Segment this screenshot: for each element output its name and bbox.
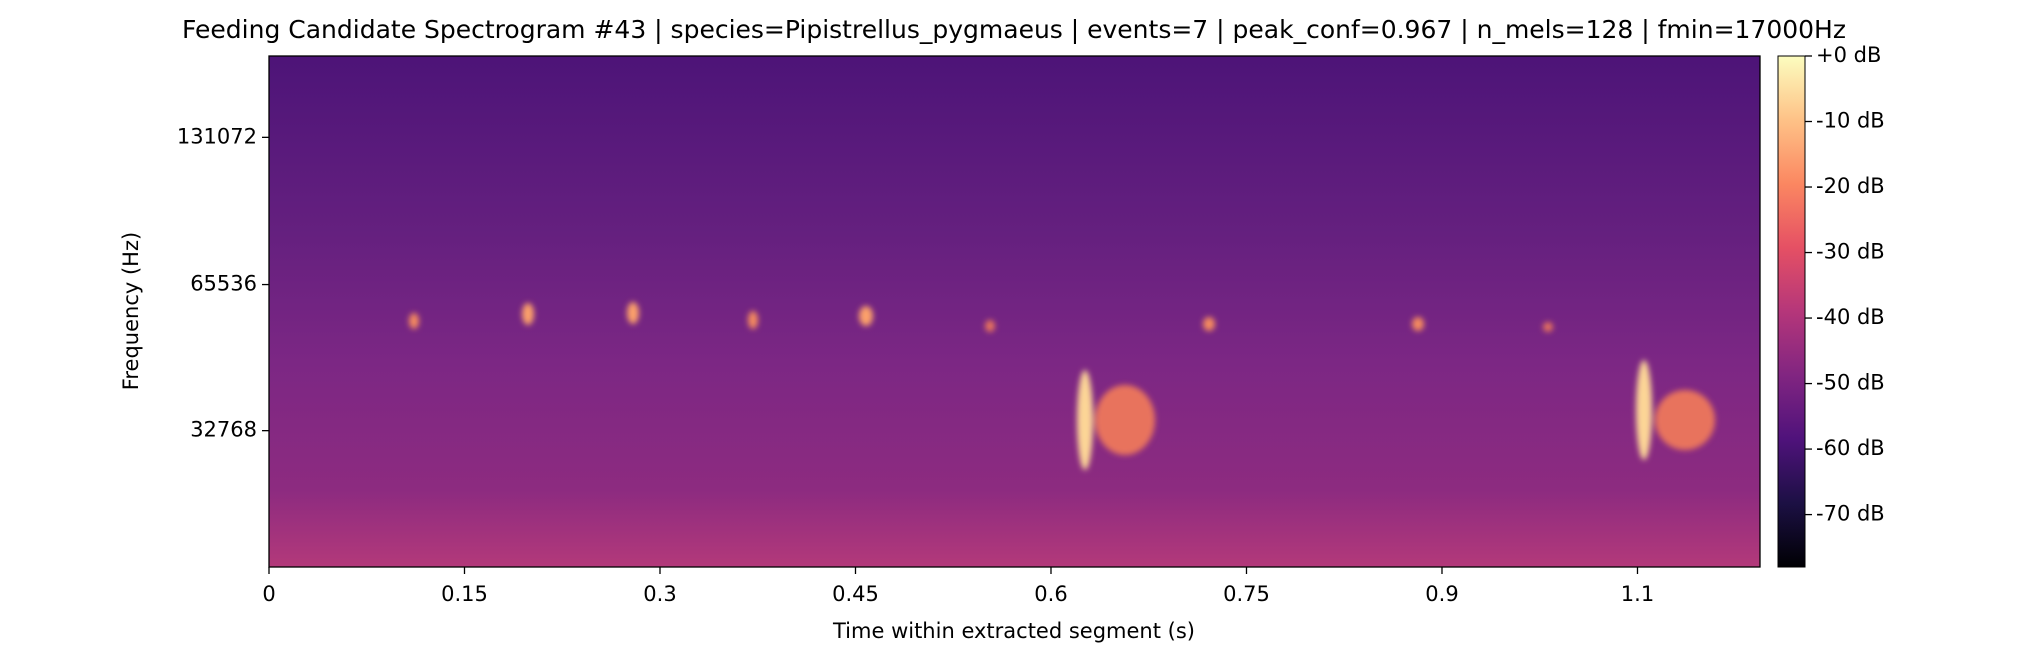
chart-title: Feeding Candidate Spectrogram #43 | spec… xyxy=(182,15,1846,44)
call-features xyxy=(409,302,1715,470)
call xyxy=(522,303,534,325)
colorbar-tick-label: -30 dB xyxy=(1816,240,1885,264)
x-tick-label: 0 xyxy=(262,582,275,606)
x-tick-label: 0.75 xyxy=(1223,582,1270,606)
y-tick-label: 32768 xyxy=(190,418,257,442)
y-axis-label: Frequency (Hz) xyxy=(119,232,143,390)
colorbar-tick-label: -60 dB xyxy=(1816,436,1885,460)
plot-frame xyxy=(268,55,1761,568)
call xyxy=(859,306,873,326)
call xyxy=(985,320,995,332)
x-tick-label: 0.6 xyxy=(1034,582,1067,606)
colorbar-tick-label: +0 dB xyxy=(1816,43,1881,67)
call xyxy=(1077,370,1093,470)
x-tick-label: 0.15 xyxy=(441,582,488,606)
colorbar-tick-label: -20 dB xyxy=(1816,174,1885,198)
call xyxy=(1095,385,1155,455)
call xyxy=(1412,317,1424,331)
x-tick-label: 0.9 xyxy=(1425,582,1458,606)
y-tick-label: 65536 xyxy=(190,272,257,296)
call xyxy=(1636,360,1652,460)
call xyxy=(409,313,419,329)
x-axis-label: Time within extracted segment (s) xyxy=(832,619,1195,643)
colorbar-tick-label: -50 dB xyxy=(1816,371,1885,395)
x-tick-label: 0.45 xyxy=(832,582,879,606)
spectrogram-image xyxy=(269,56,1760,567)
colorbar-tick-label: -40 dB xyxy=(1816,305,1885,329)
x-tick-label: 0.3 xyxy=(643,582,676,606)
colorbar-tick-label: -70 dB xyxy=(1816,502,1885,526)
colorbar xyxy=(1777,55,1806,568)
call xyxy=(627,302,639,324)
call xyxy=(1655,390,1715,450)
call xyxy=(748,311,758,329)
call xyxy=(1543,322,1553,332)
call xyxy=(1203,317,1215,331)
x-tick-label: 1.1 xyxy=(1621,582,1654,606)
y-tick-label: 131072 xyxy=(177,124,257,148)
colorbar-tick-label: -10 dB xyxy=(1816,109,1885,133)
